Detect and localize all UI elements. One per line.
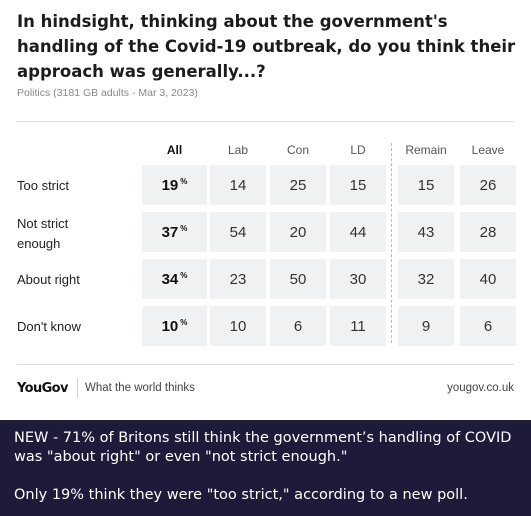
table-cell: 15 [398,165,454,205]
cell-value: 34 [161,270,179,288]
col-header-ld: LD [350,143,366,157]
table-cell: 11 [330,306,386,346]
yougov-logo: YouGov [17,381,68,396]
row-label: Don't know [17,319,81,334]
site-link[interactable]: yougov.co.uk [447,382,514,394]
cell-value: 9 [421,317,431,335]
percent-sign: % [180,317,188,327]
logo-divider [77,378,78,398]
top-divider [17,121,514,122]
bottom-divider [17,364,514,365]
cell-value: 44 [349,223,367,241]
cell-value: 20 [289,223,307,241]
cell-value: 23 [229,270,247,288]
table-cell: 10 [210,306,266,346]
cell-value: 30 [349,270,367,288]
table-cell: 15 [330,165,386,205]
caption-line-2: Only 19% think they were "too strict," a… [14,487,468,503]
cell-value: 6 [293,317,303,335]
table-cell: 6 [270,306,326,346]
table-cell: 19% [142,165,207,205]
percent-sign: % [180,223,188,233]
post-caption: NEW - 71% of Britons still think the gov… [0,420,531,516]
cell-value: 15 [417,176,435,194]
table-cell: 54 [210,212,266,252]
table-cell: 37% [142,212,207,252]
table-cell: 40 [460,259,516,299]
cell-value: 25 [289,176,307,194]
cell-value: 10 [229,317,247,335]
col-header-all: All [166,143,183,157]
row-label: About right [17,272,80,287]
table-cell: 30 [330,259,386,299]
percent-sign: % [180,270,188,280]
table-cell: 44 [330,212,386,252]
table-cell: 32 [398,259,454,299]
cell-value: 54 [229,223,247,241]
row-label: Too strict [17,178,70,193]
cell-value: 6 [483,317,493,335]
cell-value: 37 [161,223,179,241]
table-cell: 26 [460,165,516,205]
table-cell: 23 [210,259,266,299]
cell-value: 26 [479,176,497,194]
cell-value: 28 [479,223,497,241]
poll-card: In hindsight, thinking about the governm… [17,12,516,398]
cell-value: 10 [161,317,179,335]
table-cell: 43 [398,212,454,252]
table-cell: 10% [142,306,207,346]
cell-value: 40 [479,270,497,288]
table-cell: 28 [460,212,516,252]
cell-value: 43 [417,223,435,241]
table-cell: 14 [210,165,266,205]
cell-value: 11 [350,317,366,335]
table-cell: 50 [270,259,326,299]
col-header-lab: Lab [227,143,249,157]
tagline: What the world thinks [85,382,195,394]
brexit-divider [391,143,392,343]
caption-line-1: NEW - 71% of Britons still think the gov… [14,430,512,465]
col-header-remain: Remain [405,143,447,157]
col-header-leave: Leave [471,143,505,157]
table-cell: 25 [270,165,326,205]
table-cell: 34% [142,259,207,299]
chart-title: In hindsight, thinking about the governm… [17,12,516,81]
percent-sign: % [180,176,188,186]
col-header-con: Con [286,143,309,157]
cell-value: 32 [417,270,435,288]
table-cell: 20 [270,212,326,252]
cell-value: 50 [289,270,307,288]
cell-value: 14 [229,176,247,194]
table-cell: 6 [460,306,516,346]
cell-value: 19 [161,176,179,194]
table-cell: 9 [398,306,454,346]
chart-subtitle: Politics (3181 GB adults - Mar 3, 2023) [17,87,198,99]
row-label: Not strict enough [17,216,69,251]
cell-value: 15 [349,176,367,194]
